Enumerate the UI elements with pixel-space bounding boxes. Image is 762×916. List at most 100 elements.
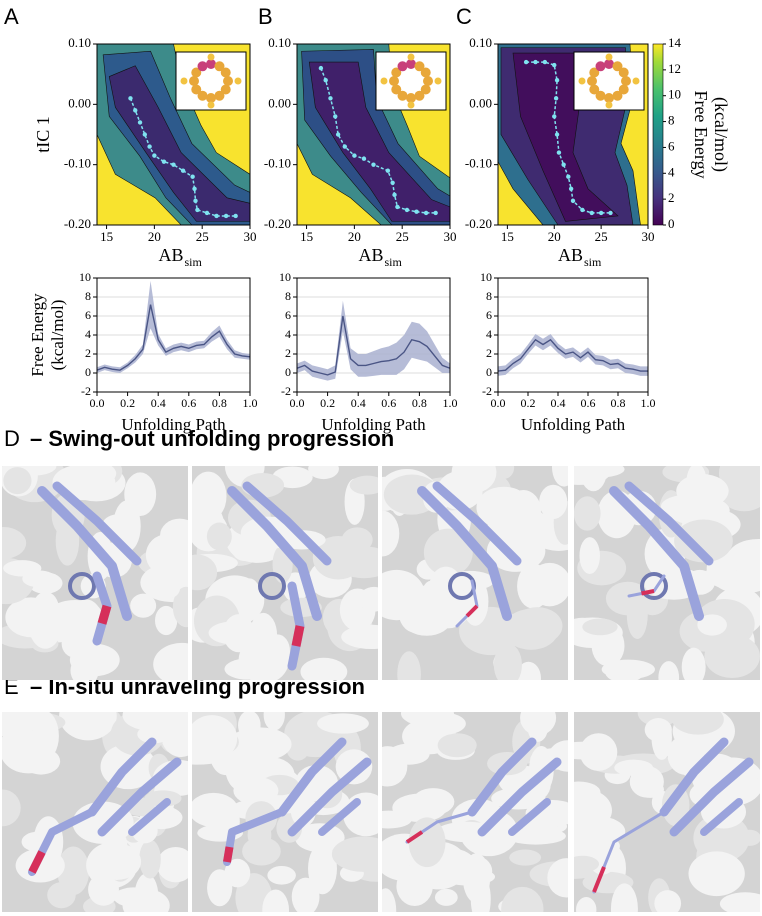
y-tick-label: 8 <box>285 289 291 303</box>
surface-blob <box>153 642 188 680</box>
inset-subunit <box>434 77 442 85</box>
inset-subunit <box>197 61 208 72</box>
plot-frame <box>296 43 451 226</box>
x-tick-label: 1.0 <box>443 396 458 410</box>
helix <box>659 737 729 817</box>
path-point <box>395 204 400 210</box>
path-point <box>553 96 559 101</box>
surface-blob <box>493 643 522 680</box>
x-tick-label: 0.8 <box>412 396 427 410</box>
path-point <box>414 209 419 214</box>
path-point <box>171 162 176 167</box>
surface-blob <box>576 897 597 912</box>
surface-blob <box>551 466 568 487</box>
inset-subunit <box>406 59 416 69</box>
y-tick-label: 4 <box>85 327 91 341</box>
path-point <box>361 156 367 161</box>
structure-render <box>574 466 760 680</box>
x-axis-label: Unfolding Path <box>521 415 626 434</box>
surface-blob <box>734 466 760 486</box>
surface-blob <box>102 829 128 859</box>
surface-blob <box>88 873 119 906</box>
inset-subunit <box>420 67 431 78</box>
line-plot: -2 0 2 4 6 8 10 0.0 0.2 0.4 0.6 0.8 1.0 Unfolding Pat… <box>279 270 458 434</box>
helix <box>97 757 182 837</box>
x-tick-label: 20 <box>548 229 561 244</box>
x-tick-label: 0.6 <box>181 396 196 410</box>
render-content <box>382 466 568 680</box>
colorbar-tick-label: 4 <box>668 164 675 179</box>
contour-plot: 15 20 25 30 0.10 0.00 -0.10 -0.20 AB sim tIC 1 <box>33 35 256 269</box>
surface-blob <box>2 527 27 559</box>
helix <box>318 798 361 836</box>
path-point <box>192 186 197 191</box>
surface-blob <box>397 651 421 680</box>
surface-blob <box>470 874 491 912</box>
inset-subunit <box>191 67 202 78</box>
structure-render <box>382 466 568 680</box>
path-point <box>193 198 198 204</box>
inset-subunit <box>406 93 416 103</box>
colorbar-tick-label: 14 <box>668 35 682 50</box>
surface-blob <box>233 776 279 805</box>
surface-blob <box>47 882 76 909</box>
path-point <box>554 132 560 137</box>
inset-subunit <box>407 101 415 109</box>
path-point <box>542 59 548 65</box>
surface-blob <box>697 614 727 636</box>
y-tick-label: -0.10 <box>64 156 91 171</box>
render-content <box>382 712 568 912</box>
surface-blob <box>501 886 544 912</box>
y-tick-label: 0 <box>85 365 91 379</box>
structure-render <box>2 466 188 680</box>
panel-label: B <box>258 4 273 29</box>
surface-blob <box>154 605 178 636</box>
helix <box>52 481 142 566</box>
path-point <box>190 174 195 179</box>
path-point <box>133 108 138 113</box>
surface-blob <box>382 888 397 912</box>
path-point <box>404 207 410 213</box>
y-tick-label: 6 <box>285 308 291 322</box>
path-point <box>204 210 210 216</box>
x-tick-label: 25 <box>595 229 608 244</box>
path-point <box>589 210 594 216</box>
colorbar-tick-label: 2 <box>668 190 675 205</box>
render-content <box>192 712 378 912</box>
surface-blob <box>658 661 680 680</box>
plot-frame <box>296 277 451 393</box>
surface-blob <box>579 466 608 492</box>
x-tick-label: 30 <box>444 229 457 244</box>
inset-subunit <box>214 61 225 72</box>
surface-blob <box>423 528 473 577</box>
plot-frame <box>497 43 649 226</box>
surface-blob <box>3 467 32 495</box>
inset-subunit <box>414 90 425 101</box>
x-axis-label: Unfolding Path <box>321 415 426 434</box>
structure-render <box>382 712 568 912</box>
path-point <box>552 62 557 68</box>
surface-blob <box>574 789 612 832</box>
colorbar-label: Free Energy <box>691 90 711 178</box>
surface-blob <box>574 855 600 873</box>
contour-plot: 15 20 25 30 0.10 0.00 -0.10 -0.20 AB sim 0 2 4 6 8 10 12… <box>465 35 731 269</box>
highlight <box>592 866 606 893</box>
inset-subunit <box>621 76 631 86</box>
path-point <box>523 59 529 65</box>
render-content <box>2 712 188 912</box>
surface-blob <box>291 877 320 912</box>
surface-blob <box>579 733 618 771</box>
inset-subunit <box>223 76 233 86</box>
error-band <box>297 300 450 381</box>
surface-blob <box>206 522 232 551</box>
inset-subunit <box>234 77 242 85</box>
inset-subunit <box>391 67 402 78</box>
surface-blob <box>515 661 541 680</box>
colorbar-tick-label: 10 <box>668 87 681 102</box>
path-point <box>342 144 348 149</box>
y-tick-label: 10 <box>79 270 91 284</box>
helix <box>417 486 512 621</box>
surface-blob <box>263 712 285 731</box>
x-tick-label: 30 <box>642 229 655 244</box>
helix <box>432 481 522 566</box>
